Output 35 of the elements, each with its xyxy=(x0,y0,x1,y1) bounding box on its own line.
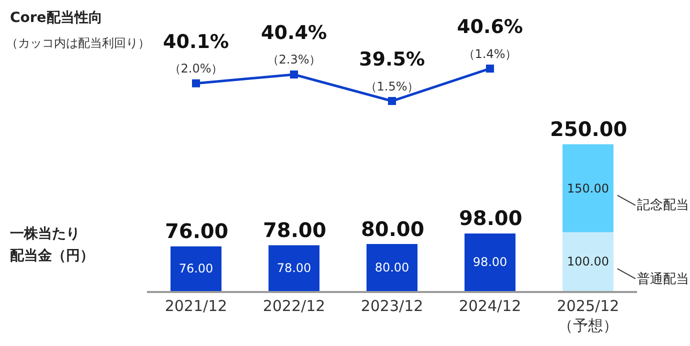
bar xyxy=(170,246,222,291)
data-label: 80.00 xyxy=(374,260,410,275)
total-label: 98.00 xyxy=(459,206,522,230)
point xyxy=(290,70,298,78)
data-label: 40.1% （2.0%） xyxy=(163,30,229,76)
series-label: 普通配当 xyxy=(637,271,689,287)
point xyxy=(192,79,200,88)
data-label: 98.00 xyxy=(472,255,508,270)
series-label: 記念配当 xyxy=(637,198,689,213)
total-label: 250.00 xyxy=(550,117,628,141)
total-label: 78.00 xyxy=(263,218,326,242)
data-label: 40.6% （1.4%） xyxy=(457,16,523,61)
chart-subtitle: （カッコ内は配当利回り） xyxy=(6,36,150,50)
total-label: 80.00 xyxy=(361,217,424,241)
data-label: 150.00 xyxy=(567,181,609,196)
bar xyxy=(464,233,516,291)
chart-title: Core配当性向 xyxy=(10,10,102,26)
data-label: 39.5% （1.5%） xyxy=(359,48,425,94)
data-label: 76.00 xyxy=(178,262,214,276)
bar xyxy=(562,232,614,291)
bar xyxy=(268,245,320,291)
x-tick-label: 2023/12 xyxy=(360,296,424,315)
point xyxy=(388,97,396,106)
x-tick-label: 2025/12 （予想） xyxy=(556,296,620,334)
data-label: 40.4% （2.3%） xyxy=(261,22,327,67)
data-label: 100.00 xyxy=(567,254,609,269)
x-tick-label: 2024/12 xyxy=(458,296,522,315)
bar xyxy=(366,244,418,291)
data-label: 78.00 xyxy=(276,261,312,276)
y-axis-title: 一株当たり配当金（円） xyxy=(10,226,94,264)
x-tick-label: 2022/12 xyxy=(262,296,326,315)
point xyxy=(486,64,494,73)
x-tick-label: 2021/12 xyxy=(164,296,228,315)
bar xyxy=(562,144,614,232)
total-label: 76.00 xyxy=(165,219,228,243)
